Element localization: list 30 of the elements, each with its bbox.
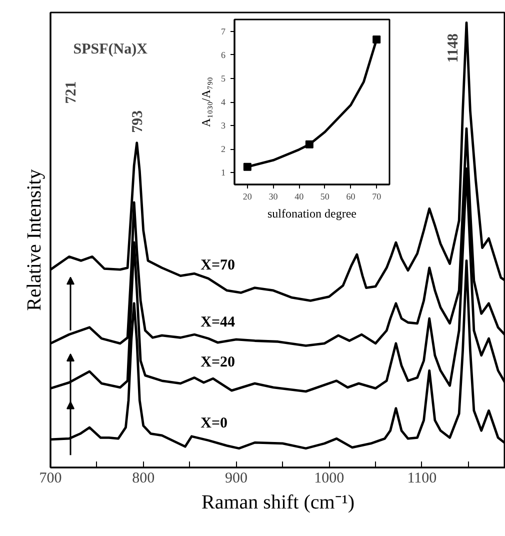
y-tick-label: 5	[221, 73, 226, 84]
x-tick-label: 70	[372, 192, 382, 202]
x-axis-title: sulfonation degree	[268, 206, 356, 220]
x-tick-label: 40	[294, 192, 304, 202]
y-tick-label: 1	[221, 168, 226, 178]
x-tick-label: 1100	[407, 470, 437, 486]
y-axis-title: Relative Intensity	[24, 169, 46, 311]
text: SPSF(Na)X	[73, 42, 148, 58]
x-tick-label: 30	[268, 192, 278, 202]
annotation: 793	[130, 110, 146, 133]
annotation: 1148	[446, 34, 462, 63]
annotation: 721	[64, 81, 80, 104]
x-tick-label: 20	[242, 192, 252, 202]
x-tick-label: 1000	[314, 470, 344, 486]
x-axis-title: Raman shift (cm⁻¹)	[202, 492, 354, 514]
x-tick-label: 900	[224, 470, 248, 486]
x-tick-label: 800	[132, 470, 155, 486]
y-tick-label: 6	[221, 50, 226, 60]
y-tick-label: 7	[221, 26, 226, 36]
series-label: X=44	[200, 314, 236, 330]
x-tick-label: 60	[346, 192, 356, 202]
series-label: X=0	[200, 415, 228, 432]
series-label: X=20	[200, 354, 236, 371]
x-tick-label: 50	[320, 192, 330, 202]
series-label: X=70	[200, 258, 236, 274]
y-axis-title: A₁₀₃₀/A₇₉₀	[199, 77, 213, 127]
y-tick-label: 2	[221, 144, 226, 154]
x-tick-label: 700	[39, 470, 62, 486]
y-tick-label: 3	[221, 120, 226, 131]
y-tick-label: 4	[221, 97, 226, 107]
